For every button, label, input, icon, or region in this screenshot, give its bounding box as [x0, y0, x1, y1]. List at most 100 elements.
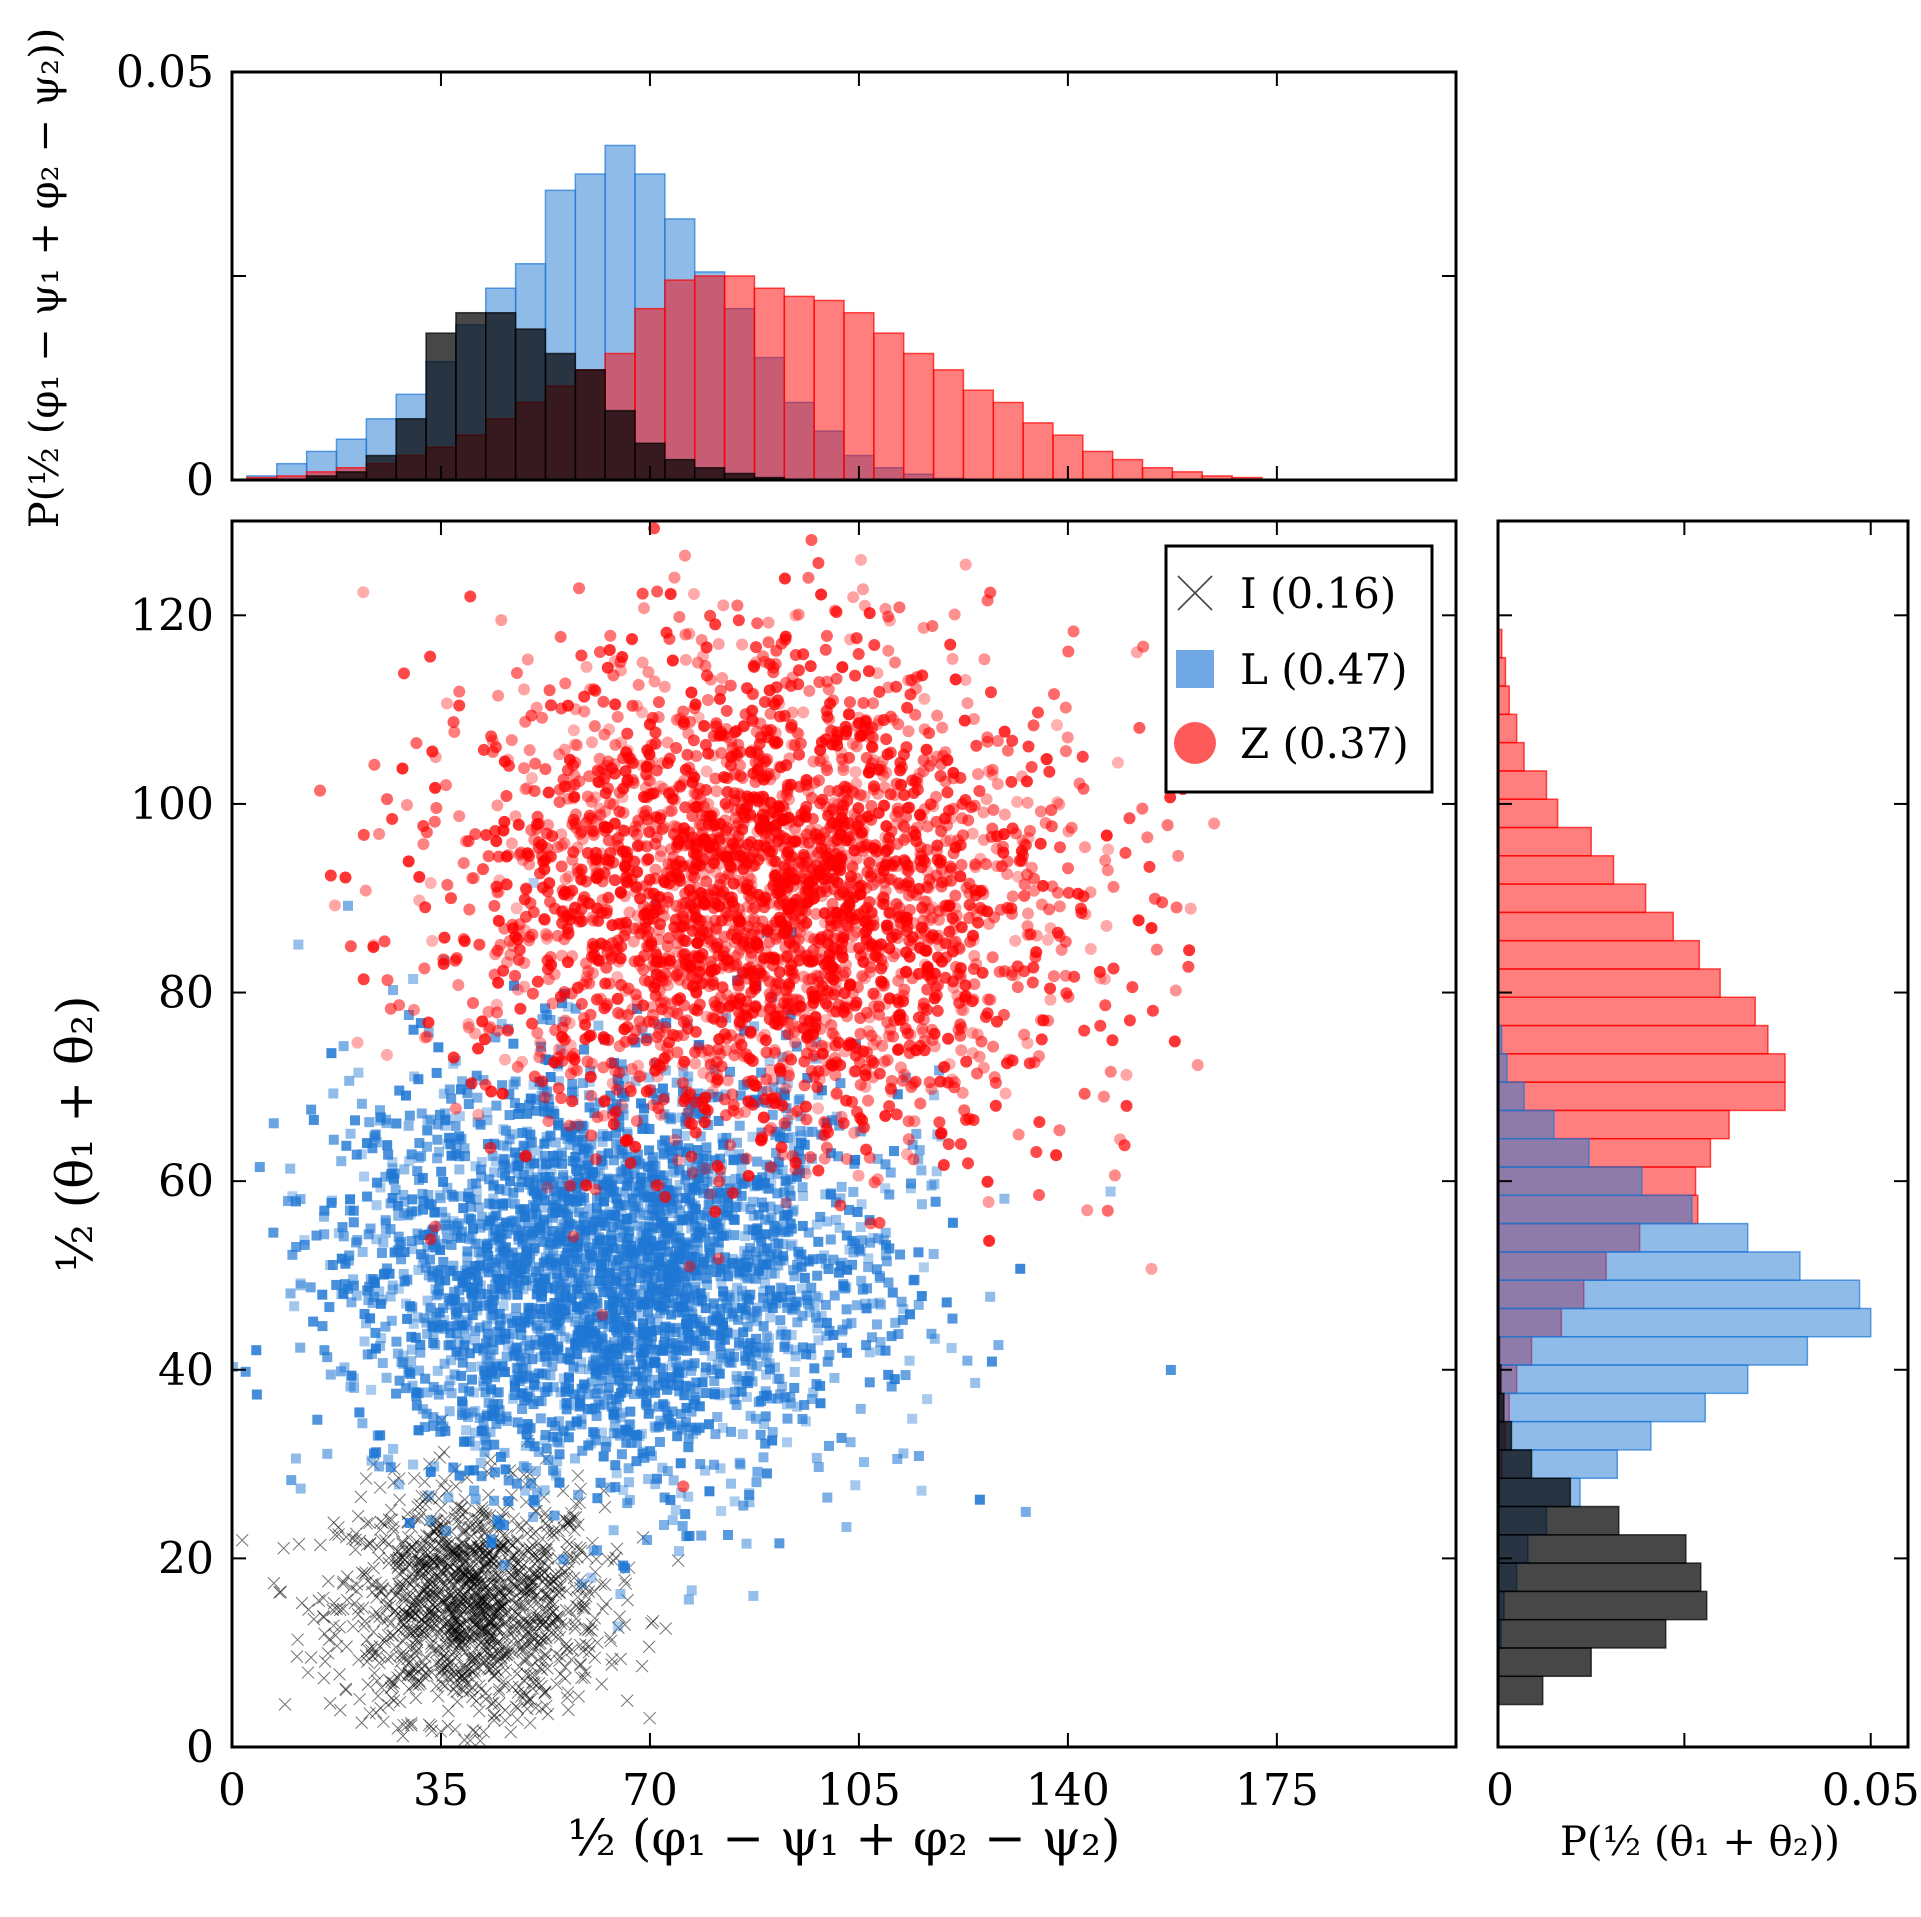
scatter-point-L [529, 1175, 540, 1186]
scatter-point-L [563, 1432, 574, 1443]
scatter-point-L [709, 1459, 720, 1470]
scatter-point-L [319, 1229, 330, 1240]
scatter-point-L [596, 1427, 607, 1438]
scatter-point-L [622, 1247, 633, 1258]
scatter-point-L [675, 1205, 686, 1216]
scatter-point-I [373, 1523, 387, 1536]
scatter-point-I [540, 1580, 554, 1593]
scatter-point-Z [640, 1034, 653, 1047]
scatter-point-L [466, 1287, 477, 1298]
scatter-point-L [499, 1283, 510, 1294]
scatter-point-L [408, 973, 419, 984]
scatter-point-L [783, 1226, 794, 1237]
scatter-point-L [495, 1333, 506, 1344]
scatter-point-I [565, 1643, 579, 1656]
scatter-point-L [365, 1223, 376, 1234]
scatter-point-L [567, 1078, 578, 1089]
scatter-point-L [872, 1319, 883, 1330]
scatter-point-L [608, 1525, 619, 1536]
scatter-point-L [560, 1386, 571, 1397]
scatter-point-I [381, 1698, 395, 1712]
scatter-point-L [522, 1335, 533, 1346]
scatter-point-L [738, 1338, 749, 1349]
scatter-point-L [434, 1275, 445, 1286]
scatter-point-I [312, 1594, 326, 1607]
scatter-point-L [789, 1382, 800, 1393]
scatter-point-L [764, 1364, 775, 1375]
scatter-point-L [464, 1348, 475, 1359]
scatter-point-L [736, 1386, 747, 1397]
scatter-point-L [716, 1506, 727, 1517]
scatter-point-L [730, 1202, 741, 1213]
scatter-point-L [1020, 1506, 1031, 1517]
scatter-point-L [413, 1174, 424, 1185]
scatter-point-I [573, 1541, 587, 1555]
scatter-point-I [479, 1550, 492, 1564]
scatter-point-I [659, 1622, 673, 1635]
scatter-point-L [913, 1247, 924, 1258]
scatter-point-L [325, 1369, 336, 1380]
scatter-point-L [681, 1531, 692, 1542]
scatter-point-L [537, 1291, 548, 1302]
scatter-point-I [436, 1594, 450, 1608]
scatter-point-L [588, 1545, 599, 1556]
scatter-point-L [498, 1300, 509, 1311]
scatter-point-L [548, 1212, 559, 1223]
scatter-point-I [462, 1630, 476, 1643]
scatter-point-L [489, 1439, 500, 1450]
scatter-point-L [703, 1316, 714, 1327]
scatter-point-L [449, 1294, 460, 1305]
scatter-point-I [363, 1707, 376, 1720]
scatter-point-L [545, 1130, 556, 1141]
scatter-point-I [433, 1537, 446, 1550]
scatter-point-I [487, 1668, 501, 1682]
scatter-point-L [556, 1147, 567, 1158]
scatter-point-L [451, 1309, 462, 1320]
scatter-point-L [580, 1382, 591, 1393]
scatter-point-L [855, 1222, 866, 1233]
scatter-point-L [701, 1142, 712, 1153]
scatter-point-L [394, 1239, 405, 1250]
scatter-point-I [507, 1512, 521, 1526]
scatter-point-L [489, 1467, 500, 1478]
scatter-point-I [415, 1489, 429, 1503]
scatter-point-I [490, 1636, 504, 1650]
scatter-point-I [414, 1564, 428, 1577]
scatter-point-L [268, 1118, 279, 1129]
scatter-point-L [442, 1138, 453, 1149]
scatter-point-L [709, 1375, 720, 1386]
scatter-point-L [572, 1241, 583, 1252]
scatter-point-L [319, 1205, 330, 1216]
scatter-point-I [433, 1654, 447, 1667]
scatter-point-L [824, 1349, 835, 1360]
scatter-point-I [402, 1607, 416, 1621]
scatter-point-I [372, 1540, 385, 1554]
scatter-point-L [338, 1041, 349, 1052]
scatter-point-L [345, 1194, 356, 1205]
scatter-point-L [625, 1419, 636, 1430]
scatter-point-L [622, 1342, 633, 1353]
scatter-point-L [875, 1299, 886, 1310]
scatter-point-L [922, 1394, 933, 1405]
scatter-point-I [371, 1689, 385, 1703]
scatter-point-L [753, 1209, 764, 1220]
scatter-point-L [520, 1226, 531, 1237]
scatter-point-L [789, 1366, 800, 1377]
scatter-point-I [340, 1593, 354, 1607]
scatter-point-L [472, 1092, 483, 1103]
scatter-point-I [533, 1661, 547, 1675]
scatter-point-L [1015, 1263, 1026, 1274]
scatter-point-Z [959, 558, 972, 571]
scatter-point-I [373, 1481, 387, 1494]
scatter-point-I [576, 1602, 590, 1615]
scatter-point-I [376, 1516, 390, 1530]
scatter-point-L [513, 1234, 524, 1245]
scatter-point-L [759, 1419, 770, 1430]
scatter-point-I [515, 1521, 529, 1535]
scatter-point-I [468, 1586, 482, 1600]
scatter-point-L [435, 1193, 446, 1204]
scatter-point-I [575, 1671, 588, 1685]
scatter-point-L [409, 1071, 420, 1082]
scatter-point-L [638, 1221, 649, 1232]
